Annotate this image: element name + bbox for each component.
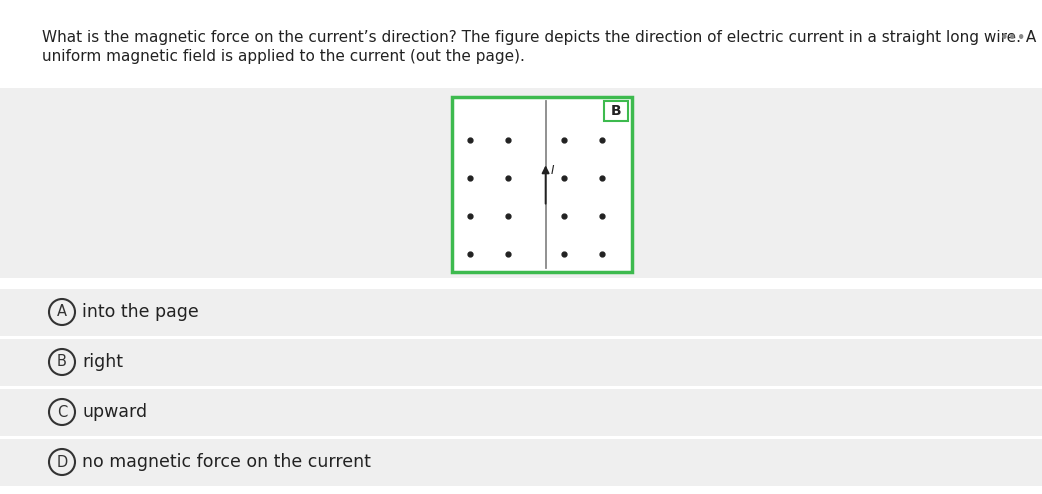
- Text: What is the magnetic force on the current’s direction? The figure depicts the di: What is the magnetic force on the curren…: [42, 30, 1036, 45]
- Text: •••: •••: [1000, 31, 1026, 46]
- Text: uniform magnetic field is applied to the current (out the page).: uniform magnetic field is applied to the…: [42, 49, 525, 64]
- FancyBboxPatch shape: [452, 97, 632, 272]
- Text: B: B: [57, 355, 67, 370]
- Bar: [0, 88, 1042, 278]
- Text: C: C: [57, 405, 67, 419]
- Bar: [0, 388, 1042, 436]
- Text: D: D: [56, 454, 68, 469]
- Text: A: A: [57, 304, 67, 320]
- Text: I: I: [550, 165, 554, 177]
- Text: into the page: into the page: [82, 303, 199, 321]
- Text: no magnetic force on the current: no magnetic force on the current: [82, 453, 371, 471]
- Text: right: right: [82, 353, 123, 371]
- Bar: [0, 338, 1042, 386]
- Bar: [0, 438, 1042, 486]
- Text: B: B: [611, 104, 621, 118]
- Text: upward: upward: [82, 403, 147, 421]
- FancyBboxPatch shape: [604, 101, 628, 121]
- Bar: [0, 288, 1042, 336]
